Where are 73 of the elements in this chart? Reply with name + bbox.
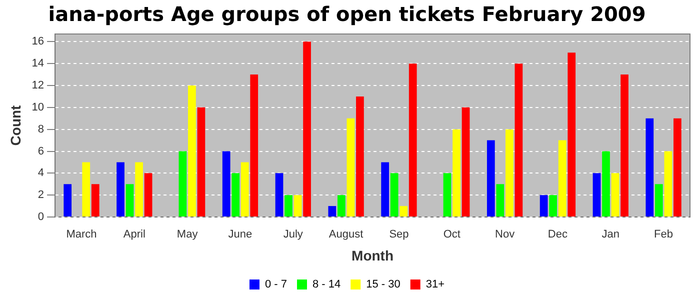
legend-label: 8 - 14 — [312, 278, 341, 291]
bar — [540, 195, 548, 216]
x-axis-title: Month — [352, 247, 394, 264]
bar — [390, 173, 398, 216]
x-tick-label: March — [66, 228, 97, 241]
x-tick-label: May — [176, 228, 198, 241]
bar — [462, 107, 470, 216]
bar — [346, 118, 355, 216]
x-tick-label: Feb — [654, 228, 674, 241]
bar — [91, 184, 100, 216]
bar — [568, 52, 576, 216]
bar — [381, 162, 390, 216]
bar — [549, 195, 558, 216]
bar — [135, 162, 143, 216]
bar — [592, 173, 601, 216]
bar — [452, 129, 460, 216]
bar — [328, 206, 336, 216]
bar — [64, 184, 72, 216]
bar — [400, 206, 408, 216]
bar — [197, 107, 206, 216]
bar — [654, 184, 663, 216]
legend-label: 31+ — [426, 278, 445, 291]
x-tick-label: Jan — [602, 228, 620, 241]
bar — [408, 64, 417, 216]
bar — [356, 96, 364, 216]
bar — [337, 195, 346, 216]
y-tick-label: 2 — [38, 189, 44, 202]
bar — [514, 64, 523, 216]
y-tick-label: 8 — [38, 123, 44, 136]
chart-title: iana-ports Age groups of open tickets February 2009 — [48, 2, 646, 26]
y-axis-title: Count — [7, 104, 24, 146]
x-tick-label: April — [123, 228, 146, 241]
y-tick-label: 12 — [32, 80, 44, 92]
bar — [275, 173, 284, 216]
bar — [284, 195, 292, 216]
bar — [116, 162, 124, 216]
bar — [558, 140, 566, 216]
y-tick-label: 16 — [32, 36, 44, 48]
bar — [232, 173, 240, 216]
bar — [144, 173, 152, 216]
bar — [620, 74, 628, 216]
bar — [486, 140, 495, 216]
bar — [505, 129, 514, 216]
bar — [126, 184, 134, 216]
y-tick-label: 14 — [32, 58, 44, 70]
x-tick-label: June — [228, 228, 252, 241]
bar — [188, 86, 196, 216]
bar — [222, 151, 230, 216]
bar — [82, 162, 90, 216]
x-tick-label: Sep — [389, 228, 409, 241]
x-tick-label: Nov — [495, 228, 516, 241]
x-tick-label: Dec — [548, 228, 568, 241]
y-tick-label: 4 — [38, 167, 44, 180]
y-tick-label: 0 — [38, 211, 44, 224]
bar — [496, 184, 504, 216]
bar — [664, 151, 672, 216]
y-tick-label: 6 — [38, 145, 44, 158]
bar — [294, 195, 302, 216]
y-tick-label: 10 — [32, 101, 44, 114]
bar — [611, 173, 620, 216]
bar — [674, 118, 682, 216]
legend-label: 15 - 30 — [366, 278, 400, 291]
x-tick-label: August — [328, 228, 364, 241]
bar — [303, 42, 311, 216]
x-tick-label: July — [283, 228, 304, 241]
bar — [240, 162, 249, 216]
bar — [250, 74, 258, 216]
bar — [178, 151, 187, 216]
bar — [602, 151, 610, 216]
bar — [646, 118, 654, 216]
x-tick-label: Oct — [443, 228, 460, 241]
bar — [443, 173, 452, 216]
legend-label: 0 - 7 — [264, 278, 287, 291]
